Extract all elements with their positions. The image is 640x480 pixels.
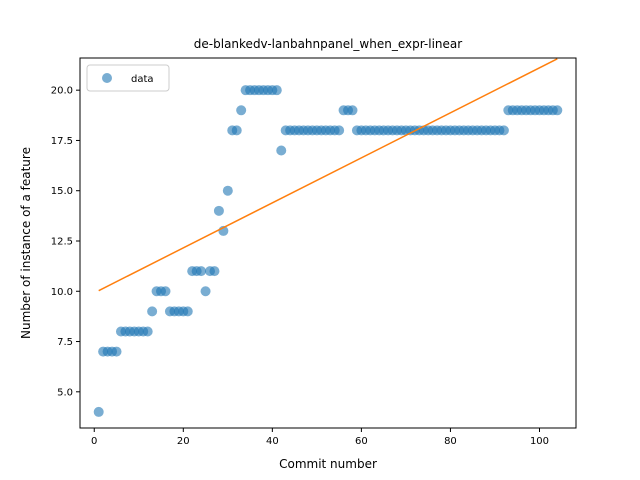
data-point	[200, 286, 211, 297]
data-point	[271, 85, 282, 96]
data-point	[147, 306, 158, 317]
legend-label-data: data	[131, 74, 154, 85]
x-tick-label: 100	[530, 436, 549, 447]
data-point	[142, 326, 153, 337]
data-point	[552, 105, 563, 116]
x-tick-label: 40	[266, 436, 279, 447]
data-point	[160, 286, 171, 297]
x-tick-label: 20	[177, 436, 190, 447]
legend-marker-data	[102, 73, 112, 83]
data-point	[111, 346, 122, 357]
data-point	[93, 406, 104, 417]
legend: data	[86, 64, 170, 92]
axes-frame	[79, 57, 577, 429]
data-point	[231, 125, 242, 136]
data-point	[182, 306, 193, 317]
data-point	[347, 105, 358, 116]
x-tick-label: 80	[444, 436, 457, 447]
y-tick-label: 10.0	[51, 287, 73, 298]
data-point	[209, 266, 220, 277]
x-axis-label: Commit number	[279, 457, 377, 471]
legend-box	[86, 64, 170, 92]
data-point	[498, 125, 509, 136]
plot-area	[93, 58, 563, 417]
fit-line	[98, 58, 558, 292]
x-tick-label: 0	[91, 436, 97, 447]
chart-title: de-blankedv-lanbahnpanel_when_expr-linea…	[194, 37, 462, 51]
y-tick-label: 12.5	[51, 236, 73, 247]
data-point	[334, 125, 345, 136]
data-point	[213, 205, 224, 216]
data-point	[276, 145, 287, 156]
y-axis-label: Number of instance of a feature	[19, 147, 33, 339]
y-tick-label: 15.0	[51, 186, 73, 197]
data-point	[222, 185, 233, 196]
x-tick-label: 60	[355, 436, 368, 447]
y-tick-label: 17.5	[51, 136, 73, 147]
axis-ticks: 0 20 40 60 80 100 5.0 7.5 10.0 12.5 15.0 17.5 20.0	[51, 86, 549, 447]
y-tick-label: 5.0	[57, 387, 73, 398]
y-tick-label: 7.5	[57, 337, 73, 348]
data-point	[236, 105, 247, 116]
data-point	[196, 266, 207, 277]
y-tick-label: 20.0	[51, 86, 73, 97]
